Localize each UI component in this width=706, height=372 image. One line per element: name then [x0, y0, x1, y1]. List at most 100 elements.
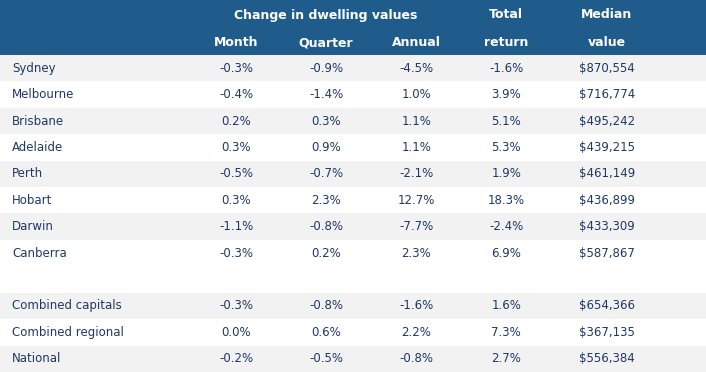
Text: 6.9%: 6.9%	[491, 247, 521, 260]
Text: -0.3%: -0.3%	[219, 247, 253, 260]
Bar	[0, 266, 706, 293]
Bar	[192, 161, 280, 187]
Text: $716,774: $716,774	[579, 88, 635, 101]
Bar	[5, 214, 192, 240]
Text: -0.5%: -0.5%	[309, 352, 343, 365]
Text: 1.1%: 1.1%	[401, 115, 431, 128]
Text: 0.3%: 0.3%	[222, 141, 251, 154]
Bar	[280, 55, 372, 81]
Bar	[372, 161, 460, 187]
Bar	[192, 240, 280, 266]
Text: 1.1%: 1.1%	[401, 141, 431, 154]
Text: 0.9%: 0.9%	[311, 141, 341, 154]
Text: Canberra: Canberra	[12, 247, 67, 260]
Text: -2.1%: -2.1%	[399, 167, 433, 180]
Bar	[460, 108, 552, 134]
Text: -0.2%: -0.2%	[219, 352, 253, 365]
Bar	[552, 134, 662, 161]
Bar	[280, 240, 372, 266]
Text: 12.7%: 12.7%	[397, 194, 435, 207]
Text: 2.2%: 2.2%	[401, 326, 431, 339]
Bar	[0, 187, 706, 214]
Text: $433,309: $433,309	[579, 220, 635, 233]
Text: 0.6%: 0.6%	[311, 326, 341, 339]
Bar	[552, 240, 662, 266]
Text: Change in dwelling values: Change in dwelling values	[234, 9, 418, 22]
Text: $556,384: $556,384	[579, 352, 635, 365]
Text: -0.8%: -0.8%	[399, 352, 433, 365]
Bar	[372, 108, 460, 134]
Bar	[5, 134, 192, 161]
Text: Combined capitals: Combined capitals	[12, 299, 121, 312]
Bar	[460, 293, 552, 319]
Text: return: return	[484, 36, 528, 49]
Text: -0.7%: -0.7%	[309, 167, 343, 180]
Bar	[0, 134, 706, 161]
Bar	[5, 55, 192, 81]
Bar	[552, 293, 662, 319]
Bar	[280, 293, 372, 319]
Text: -7.7%: -7.7%	[399, 220, 433, 233]
Bar	[0, 240, 706, 266]
Text: 1.6%: 1.6%	[491, 299, 521, 312]
Bar	[0, 319, 706, 346]
Bar	[460, 214, 552, 240]
Text: 2.3%: 2.3%	[311, 194, 341, 207]
Text: 0.3%: 0.3%	[311, 115, 341, 128]
Bar	[5, 293, 192, 319]
Bar	[192, 81, 280, 108]
Text: -2.4%: -2.4%	[489, 220, 523, 233]
Bar	[192, 214, 280, 240]
Bar	[552, 319, 662, 346]
Bar	[280, 214, 372, 240]
Bar	[460, 55, 552, 81]
Bar	[552, 81, 662, 108]
Bar	[280, 81, 372, 108]
Bar	[460, 134, 552, 161]
Text: 18.3%: 18.3%	[488, 194, 525, 207]
Bar	[372, 134, 460, 161]
Bar	[0, 346, 706, 372]
Bar	[460, 240, 552, 266]
Bar	[280, 319, 372, 346]
Bar	[192, 293, 280, 319]
Bar	[552, 346, 662, 372]
Bar	[460, 81, 552, 108]
Bar	[280, 346, 372, 372]
Text: Annual: Annual	[392, 36, 441, 49]
Bar	[0, 55, 706, 81]
Bar	[372, 81, 460, 108]
Bar	[0, 81, 706, 108]
Bar	[5, 240, 192, 266]
Text: National: National	[12, 352, 61, 365]
Bar	[552, 161, 662, 187]
Bar	[372, 187, 460, 214]
Text: $367,135: $367,135	[579, 326, 635, 339]
Text: $436,899: $436,899	[579, 194, 635, 207]
Text: $461,149: $461,149	[579, 167, 635, 180]
Text: 2.3%: 2.3%	[401, 247, 431, 260]
Text: Median: Median	[581, 9, 633, 22]
Text: 0.2%: 0.2%	[311, 247, 341, 260]
Text: 3.9%: 3.9%	[491, 88, 521, 101]
Text: Month: Month	[214, 36, 258, 49]
Text: 5.3%: 5.3%	[491, 141, 521, 154]
Text: 5.1%: 5.1%	[491, 115, 521, 128]
Text: -0.5%: -0.5%	[219, 167, 253, 180]
Text: -1.4%: -1.4%	[309, 88, 343, 101]
Bar	[192, 346, 280, 372]
Text: Darwin: Darwin	[12, 220, 54, 233]
Text: 0.2%: 0.2%	[221, 115, 251, 128]
Bar	[0, 214, 706, 240]
Bar	[372, 319, 460, 346]
Text: $439,215: $439,215	[579, 141, 635, 154]
Text: -0.8%: -0.8%	[309, 299, 343, 312]
Bar	[280, 108, 372, 134]
Text: 7.3%: 7.3%	[491, 326, 521, 339]
Text: -0.4%: -0.4%	[219, 88, 253, 101]
Bar	[552, 187, 662, 214]
Bar	[280, 187, 372, 214]
Bar	[0, 0, 706, 55]
Text: 0.3%: 0.3%	[222, 194, 251, 207]
Bar	[552, 55, 662, 81]
